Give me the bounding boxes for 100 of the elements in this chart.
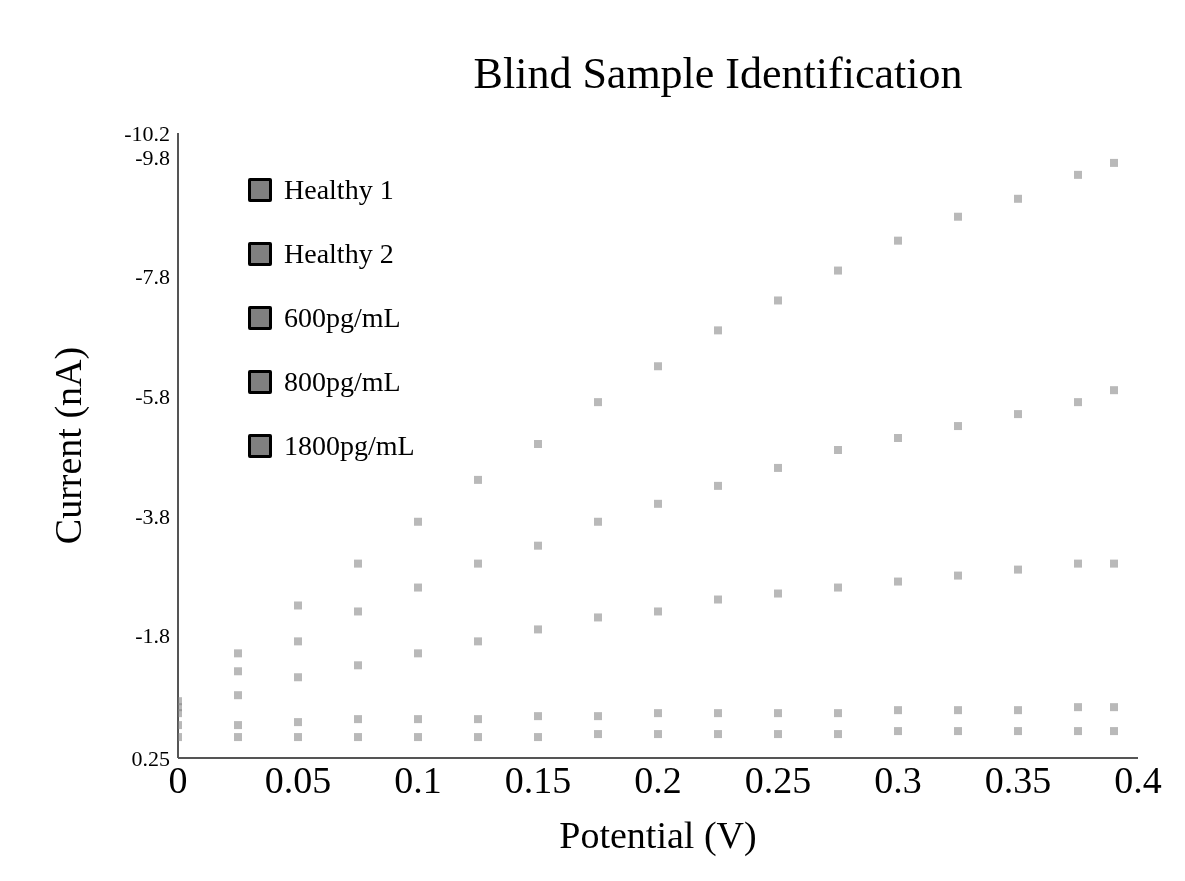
point (894, 706, 902, 715)
point (954, 422, 962, 431)
x-tick-label: 0.15 (504, 758, 572, 801)
point (354, 715, 362, 724)
legend-label: 1800pg/mL (284, 429, 415, 463)
x-tick-label: 0.3 (874, 758, 922, 801)
point (654, 499, 662, 508)
point (534, 712, 542, 721)
point (474, 637, 482, 646)
point (954, 706, 962, 715)
x-tick-label: 0.25 (744, 758, 812, 801)
point (414, 733, 422, 742)
point (294, 733, 302, 742)
point (654, 362, 662, 371)
x-tick-label: 0.1 (394, 758, 442, 801)
point (234, 649, 242, 658)
point (534, 541, 542, 550)
point (894, 236, 902, 245)
y-tick-label: -1.8 (135, 623, 170, 649)
point (234, 667, 242, 676)
point (1014, 194, 1022, 203)
legend-label: 600pg/mL (284, 301, 401, 335)
point (1074, 703, 1082, 712)
point (1074, 727, 1082, 736)
point (414, 517, 422, 526)
y-tick-label: -9.8 (135, 144, 170, 170)
point (774, 730, 782, 739)
point (654, 607, 662, 616)
x-tick-label: 0.35 (984, 758, 1052, 801)
point (474, 733, 482, 742)
point (1110, 559, 1118, 568)
point (1074, 170, 1082, 179)
point (654, 730, 662, 739)
point (1014, 727, 1022, 736)
point (1014, 706, 1022, 715)
point (1110, 727, 1118, 736)
point (234, 721, 242, 730)
y-axis-title: Current (nA) (47, 346, 91, 545)
point (354, 733, 362, 742)
point (774, 296, 782, 305)
x-axis-title: Potential (V) (559, 814, 757, 857)
point (354, 661, 362, 670)
point (714, 595, 722, 604)
chart-title: Blind Sample Identification (472, 48, 964, 99)
point (714, 481, 722, 490)
point (1110, 703, 1118, 712)
legend-label: 800pg/mL (284, 365, 401, 399)
point (474, 715, 482, 724)
point (834, 445, 842, 454)
point (294, 601, 302, 610)
point (1014, 410, 1022, 419)
point (594, 398, 602, 407)
point (894, 577, 902, 586)
point (954, 727, 962, 736)
point (294, 718, 302, 727)
point (834, 730, 842, 739)
point (534, 440, 542, 448)
point (774, 463, 782, 472)
point (414, 649, 422, 658)
point (1110, 158, 1118, 167)
point (534, 625, 542, 634)
y-tick-label: -3.8 (135, 503, 170, 529)
point (354, 607, 362, 616)
point (834, 583, 842, 592)
point (594, 613, 602, 622)
point (1110, 386, 1118, 395)
point (234, 733, 242, 742)
point (894, 727, 902, 736)
point (594, 712, 602, 721)
x-tick-label: 0.05 (264, 758, 332, 801)
point (954, 571, 962, 580)
legend-label: Healthy 2 (284, 237, 394, 271)
point (474, 475, 482, 484)
point (474, 559, 482, 568)
point (594, 517, 602, 526)
point (294, 673, 302, 682)
point (774, 709, 782, 718)
point (714, 709, 722, 718)
point (594, 730, 602, 739)
y-tick-label: -10.2 (124, 120, 170, 146)
point (714, 730, 722, 739)
x-tick-label: 0.2 (634, 758, 682, 801)
point (534, 733, 542, 742)
point (654, 709, 662, 718)
point (354, 559, 362, 568)
legend-label: Healthy 1 (284, 173, 394, 207)
y-tick-label: -7.8 (135, 264, 170, 290)
point (774, 589, 782, 598)
point (1074, 559, 1082, 568)
point (1014, 565, 1022, 574)
point (894, 434, 902, 443)
point (414, 715, 422, 724)
point (234, 691, 242, 700)
y-tick-label: -5.8 (135, 383, 170, 409)
x-tick-label: 0.4 (1114, 758, 1162, 801)
point (414, 583, 422, 592)
point (954, 212, 962, 221)
point (1074, 398, 1082, 407)
point (294, 637, 302, 646)
point (834, 266, 842, 275)
